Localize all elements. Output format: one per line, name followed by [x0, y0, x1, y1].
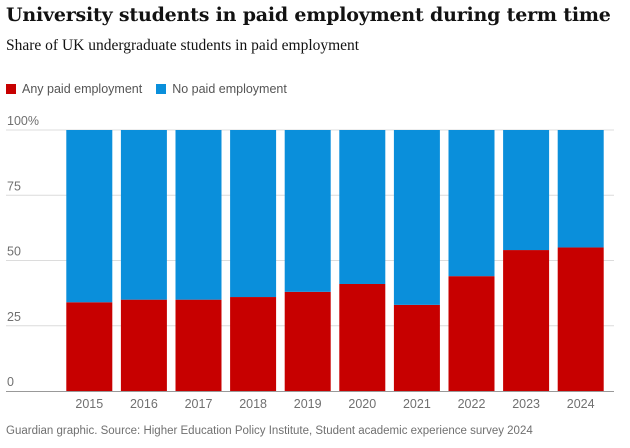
chart-subtitle: Share of UK undergraduate students in pa… — [6, 37, 360, 54]
bar-no-paid-employment-2024 — [557, 130, 604, 248]
chart-title: University students in paid employment d… — [6, 4, 611, 26]
bar-no-paid-employment-2015 — [66, 130, 113, 303]
x-tick-label: 2023 — [512, 397, 540, 411]
legend-item-no-paid-employment: No paid employment — [156, 82, 287, 96]
x-tick-label: 2021 — [403, 397, 431, 411]
x-tick-label: 2024 — [567, 397, 595, 411]
legend-swatch-any-paid-employment — [6, 84, 16, 94]
bar-no-paid-employment-2016 — [120, 130, 167, 300]
x-tick-label: 2016 — [130, 397, 158, 411]
y-tick-label: 50 — [7, 245, 21, 259]
y-tick-label: 0 — [7, 375, 14, 389]
x-tick-label: 2022 — [458, 397, 486, 411]
bar-no-paid-employment-2018 — [230, 130, 277, 298]
chart-source-note: Guardian graphic. Source: Higher Educati… — [6, 425, 533, 437]
bar-any-paid-employment-2020 — [339, 283, 386, 391]
bar-any-paid-employment-2015 — [66, 302, 113, 391]
y-tick-label: 25 — [7, 310, 21, 324]
bar-any-paid-employment-2017 — [175, 299, 222, 391]
x-tick-label: 2019 — [294, 397, 322, 411]
bar-any-paid-employment-2019 — [284, 291, 331, 391]
bar-any-paid-employment-2023 — [503, 250, 550, 391]
y-tick-label: 75 — [7, 179, 21, 193]
bar-any-paid-employment-2016 — [120, 299, 167, 391]
bar-any-paid-employment-2021 — [393, 304, 440, 391]
bar-any-paid-employment-2018 — [230, 297, 277, 391]
legend-label-any-paid-employment: Any paid employment — [22, 82, 143, 96]
bar-no-paid-employment-2020 — [339, 130, 386, 284]
legend-item-any-paid-employment: Any paid employment — [6, 82, 142, 96]
x-tick-label: 2018 — [239, 397, 267, 411]
y-tick-label: 100% — [7, 114, 39, 128]
x-tick-label: 2015 — [75, 397, 103, 411]
bar-no-paid-employment-2022 — [448, 130, 495, 277]
bar-any-paid-employment-2022 — [448, 276, 495, 391]
bar-no-paid-employment-2017 — [175, 130, 222, 300]
x-tick-label: 2017 — [185, 397, 213, 411]
legend-label-no-paid-employment: No paid employment — [172, 82, 287, 96]
legend-swatch-no-paid-employment — [156, 84, 167, 94]
chart-legend: Any paid employment No paid employment — [6, 80, 301, 98]
bar-any-paid-employment-2024 — [557, 247, 604, 391]
bar-no-paid-employment-2019 — [284, 130, 331, 292]
bar-no-paid-employment-2023 — [503, 130, 550, 251]
x-tick-label: 2020 — [348, 397, 376, 411]
bar-no-paid-employment-2021 — [393, 130, 440, 305]
